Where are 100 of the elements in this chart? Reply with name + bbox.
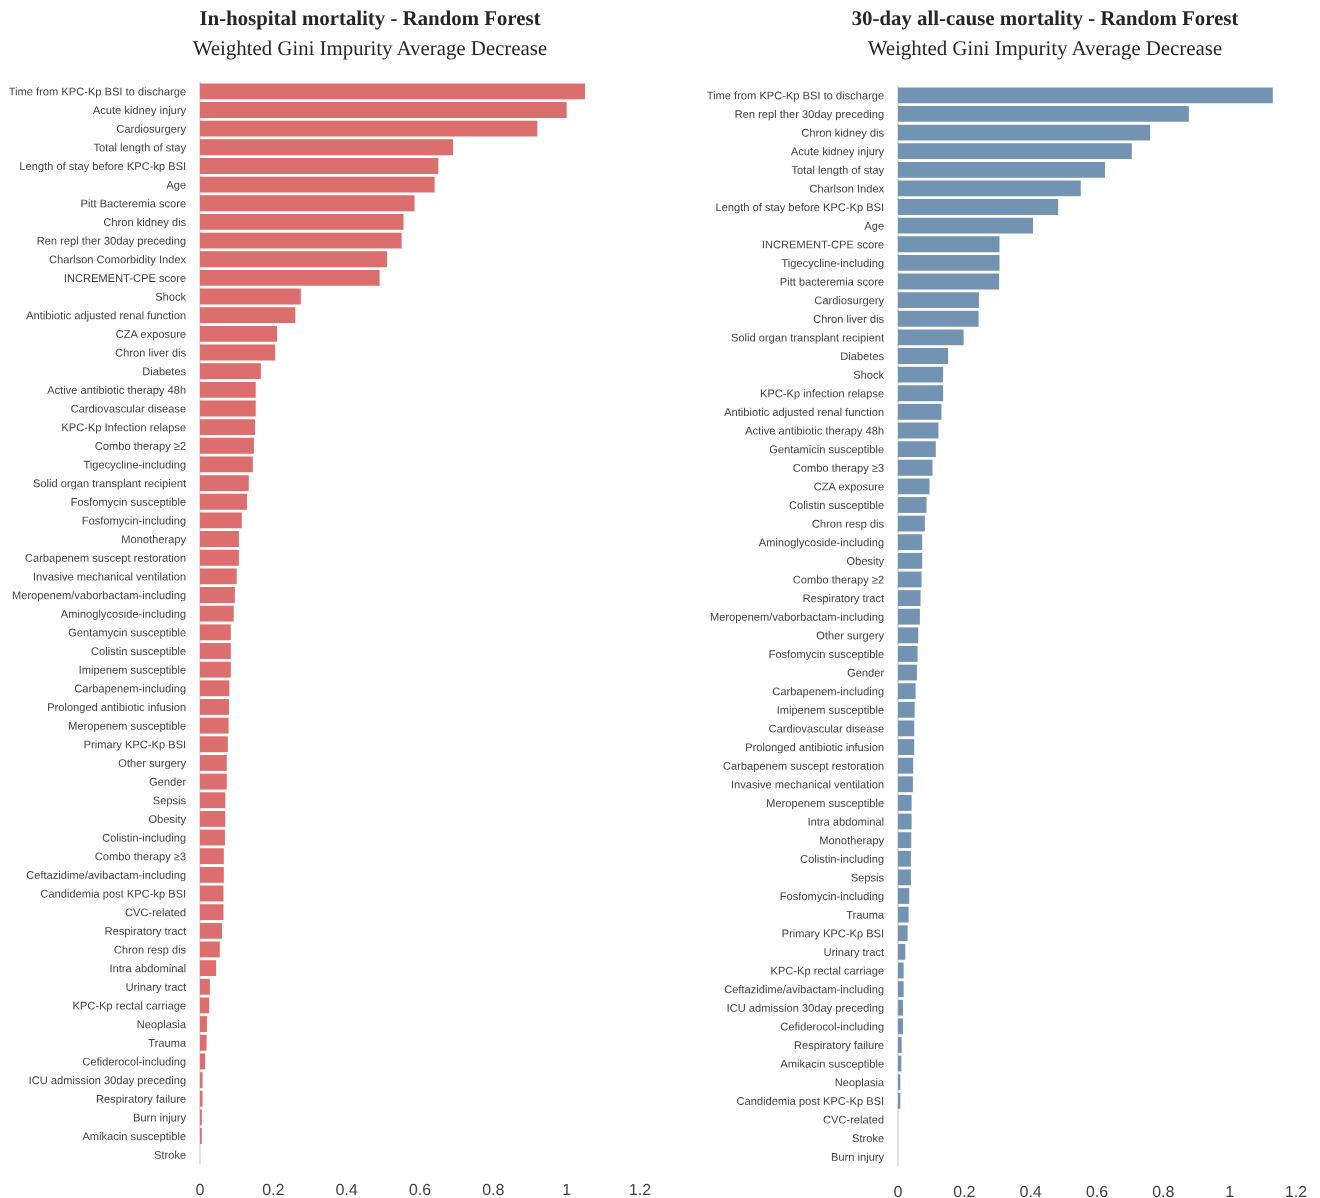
chart-subtitle: Weighted Gini Impurity Average Decrease xyxy=(192,40,547,60)
y-tick-label: Meropenem susceptible xyxy=(767,798,884,810)
bar xyxy=(200,344,276,361)
y-tick-label: Gender xyxy=(847,668,884,677)
y-tick-label: Colistin susceptible xyxy=(789,500,884,512)
x-tick-label: 1.2 xyxy=(1286,1185,1307,1198)
y-tick-label: Ceftazidime/avibactam-including xyxy=(724,985,884,996)
y-tick-label: Tigecycline-including xyxy=(781,258,884,270)
y-tick-label: Intra abdominal xyxy=(110,964,186,973)
y-tick-label: Candidemia post KPC-Kp BSI xyxy=(737,1096,884,1108)
y-tick-label: Gentamicin susceptible xyxy=(769,445,884,456)
y-tick-label: Antibiotic adjusted renal function xyxy=(26,311,186,322)
bar xyxy=(898,981,904,998)
bar xyxy=(200,195,415,212)
bar xyxy=(200,699,229,715)
bar xyxy=(898,832,912,849)
bar xyxy=(200,325,277,342)
y-tick-label: Age xyxy=(166,180,186,191)
y-tick-label: Length of stay before KPC-kp BSI xyxy=(20,161,186,173)
y-tick-label: Burn injury xyxy=(133,1113,187,1124)
bar xyxy=(898,459,933,476)
y-tick-label: Chron kidney dis xyxy=(103,217,186,229)
y-tick-label: Shock xyxy=(853,370,885,379)
bar xyxy=(200,885,224,902)
y-tick-label: Sepsis xyxy=(851,873,884,884)
y-tick-label: Neoplasia xyxy=(835,1078,885,1089)
bar xyxy=(898,87,1273,104)
x-tick-label: 0.6 xyxy=(409,1183,431,1196)
bar xyxy=(200,1016,207,1033)
bar xyxy=(898,627,919,644)
y-tick-label: Total length of stay xyxy=(791,165,885,177)
y-tick-label: Time from KPC-Kp BSI to discharge xyxy=(706,91,884,102)
y-tick-label: Cefiderocol-including xyxy=(82,1057,186,1068)
y-tick-label: Urinary tract xyxy=(824,947,885,959)
bar xyxy=(898,906,909,923)
y-tick-label: Trauma xyxy=(846,911,885,919)
bar xyxy=(898,999,903,1016)
y-tick-label: Fosfomycin-including xyxy=(780,891,884,903)
y-tick-label: Total length of stay xyxy=(93,143,187,154)
y-tick-label: Urinary tract xyxy=(126,982,187,994)
y-tick-label: Neoplasia xyxy=(137,1020,187,1031)
y-tick-label: Amikacin susceptible xyxy=(82,1131,186,1143)
bar xyxy=(200,512,242,529)
y-tick-label: Primary KPC-Kp BSI xyxy=(782,929,884,940)
y-tick-label: Respiratory tract xyxy=(803,594,885,605)
y-tick-label: KPC-Kp rectal carriage xyxy=(771,966,884,977)
x-tick-label: 0.6 xyxy=(1086,1185,1108,1198)
bar xyxy=(898,106,1189,122)
y-tick-label: Acute kidney injury xyxy=(92,105,187,117)
bar xyxy=(200,754,227,771)
bar xyxy=(200,848,224,865)
bar xyxy=(200,456,253,473)
y-tick-label: Active antibiotic therapy 48h xyxy=(47,385,186,397)
bar xyxy=(898,292,979,309)
y-tick-label: Imipenem susceptible xyxy=(79,665,186,676)
bar xyxy=(898,850,911,867)
y-tick-label: Diabetes xyxy=(841,351,884,361)
bar xyxy=(200,120,538,137)
bar xyxy=(898,739,915,755)
y-tick-label: Fosfomycin susceptible xyxy=(769,649,884,661)
x-tick-label: 1.2 xyxy=(630,1183,651,1196)
bar xyxy=(200,251,387,268)
y-tick-label: Invasive mechanical ventilation xyxy=(731,780,884,789)
y-tick-label: Ren repl ther 30day preceding xyxy=(37,236,186,247)
x-tick-label: 0.4 xyxy=(336,1183,358,1196)
bar xyxy=(200,213,404,230)
chart-title: 30-day all-cause mortality - Random Forest xyxy=(852,10,1239,30)
y-tick-label: Imipenem susceptible xyxy=(777,705,884,717)
y-tick-label: KPC-Kp rectal carriage xyxy=(73,1001,186,1012)
bar xyxy=(898,701,915,718)
bar xyxy=(200,997,210,1014)
bar xyxy=(200,792,226,809)
bar xyxy=(200,176,435,193)
y-tick-label: Charlson Comorbidity Index xyxy=(49,255,186,266)
bar xyxy=(200,549,239,566)
x-tick-label: 0 xyxy=(196,1183,204,1196)
bar xyxy=(898,590,921,606)
bar xyxy=(200,810,226,827)
bar xyxy=(200,922,222,939)
y-tick-label: Gentamycin susceptible xyxy=(68,628,186,639)
bar xyxy=(898,888,910,904)
bar xyxy=(898,385,944,402)
y-tick-label: Tigecycline-including xyxy=(83,460,186,471)
y-tick-label: Respiratory failure xyxy=(794,1040,884,1052)
bar xyxy=(898,608,920,625)
y-tick-label: Stroke xyxy=(852,1134,884,1143)
bar xyxy=(200,419,255,436)
y-tick-label: Candidemia post KPC-kp BSI xyxy=(40,889,186,900)
bar xyxy=(898,161,1105,178)
y-tick-label: Other surgery xyxy=(816,631,885,642)
y-tick-label: Carbapenem suscept restoration xyxy=(723,761,884,772)
x-tick-label: 1 xyxy=(563,1184,571,1196)
bar xyxy=(898,943,906,960)
y-tick-label: Ceftazidime/avibactam-including xyxy=(26,870,186,882)
bar xyxy=(200,941,220,958)
bar xyxy=(200,960,217,977)
bar xyxy=(200,717,229,734)
bar xyxy=(898,776,913,793)
bar xyxy=(898,422,939,439)
y-tick-label: INCREMENT-CPE score xyxy=(762,240,884,249)
